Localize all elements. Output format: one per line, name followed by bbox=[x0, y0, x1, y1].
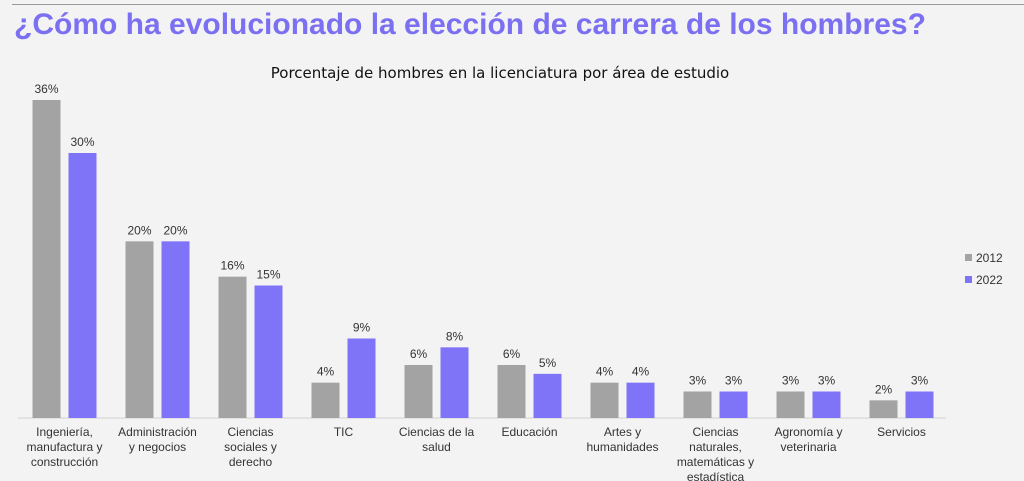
bar-2022-6 bbox=[626, 382, 655, 418]
chart-title: Porcentaje de hombres en la licenciatura… bbox=[271, 64, 729, 82]
category-label-9: Servicios bbox=[877, 425, 926, 439]
bar-2022-0 bbox=[68, 153, 97, 418]
bar-2012-2 bbox=[218, 276, 247, 418]
bar-2022-1 bbox=[161, 241, 190, 418]
category-label-2: Ciencias sociales y derecho bbox=[224, 425, 277, 469]
value-label-2022-1: 20% bbox=[163, 223, 187, 237]
page-headline: ¿Cómo ha evolucionado la elección de car… bbox=[14, 8, 926, 41]
labels-group: 36% 30% Ingeniería, manufactura y construcci… bbox=[26, 82, 928, 481]
legend: 2012 2022 bbox=[965, 251, 1003, 287]
value-label-2022-9: 3% bbox=[911, 374, 929, 388]
bar-2012-6 bbox=[590, 382, 619, 418]
value-label-2022-8: 3% bbox=[818, 374, 836, 388]
value-label-2022-6: 4% bbox=[632, 365, 650, 379]
bar-2022-9 bbox=[905, 391, 934, 418]
value-label-2022-5: 5% bbox=[539, 356, 557, 370]
category-label-5: Educación bbox=[501, 425, 557, 439]
bar-2022-2 bbox=[254, 285, 283, 418]
bar-2012-8 bbox=[776, 391, 805, 418]
bar-2022-8 bbox=[812, 391, 841, 418]
value-label-2012-5: 6% bbox=[503, 347, 521, 361]
bar-2012-9 bbox=[869, 400, 898, 418]
category-label-3: TIC bbox=[334, 425, 354, 439]
value-label-2012-6: 4% bbox=[596, 365, 614, 379]
value-label-2012-0: 36% bbox=[34, 82, 58, 96]
value-label-2022-4: 8% bbox=[446, 329, 464, 343]
value-label-2022-0: 30% bbox=[70, 135, 94, 149]
bar-2012-7 bbox=[683, 391, 712, 418]
legend-swatch-2012 bbox=[965, 254, 972, 261]
bar-2022-5 bbox=[533, 373, 562, 418]
value-label-2012-4: 6% bbox=[410, 347, 428, 361]
bar-2012-5 bbox=[497, 365, 526, 418]
legend-label-2012: 2012 bbox=[976, 251, 1003, 265]
category-label-7: Ciencias naturales, matemáticas y estadísti… bbox=[677, 425, 754, 481]
legend-swatch-2022 bbox=[965, 276, 972, 283]
bar-2022-7 bbox=[719, 391, 748, 418]
bar-2012-0 bbox=[32, 100, 61, 418]
value-label-2022-7: 3% bbox=[725, 374, 743, 388]
bar-2022-4 bbox=[440, 347, 469, 418]
top-rule bbox=[12, 4, 1024, 5]
value-label-2012-3: 4% bbox=[317, 365, 335, 379]
category-label-0: Ingeniería, manufactura y construcción bbox=[26, 425, 102, 469]
bars-group bbox=[32, 100, 934, 418]
value-label-2012-7: 3% bbox=[689, 374, 707, 388]
category-label-6: Artes y humanidades bbox=[586, 425, 658, 454]
value-label-2012-1: 20% bbox=[127, 223, 151, 237]
value-label-2012-2: 16% bbox=[220, 259, 244, 273]
category-label-4: Ciencias de la salud bbox=[399, 425, 475, 454]
bar-2022-3 bbox=[347, 338, 376, 418]
value-label-2012-9: 2% bbox=[875, 382, 893, 396]
bar-2012-4 bbox=[404, 365, 433, 418]
value-label-2022-2: 15% bbox=[256, 268, 280, 282]
bar-2012-1 bbox=[125, 241, 154, 418]
value-label-2012-8: 3% bbox=[782, 374, 800, 388]
legend-label-2022: 2022 bbox=[976, 273, 1003, 287]
bar-2012-3 bbox=[311, 382, 340, 418]
category-label-1: Administración y negocios bbox=[118, 425, 197, 454]
value-label-2022-3: 9% bbox=[353, 321, 371, 335]
category-label-8: Agronomía y veterinaria bbox=[774, 425, 842, 454]
